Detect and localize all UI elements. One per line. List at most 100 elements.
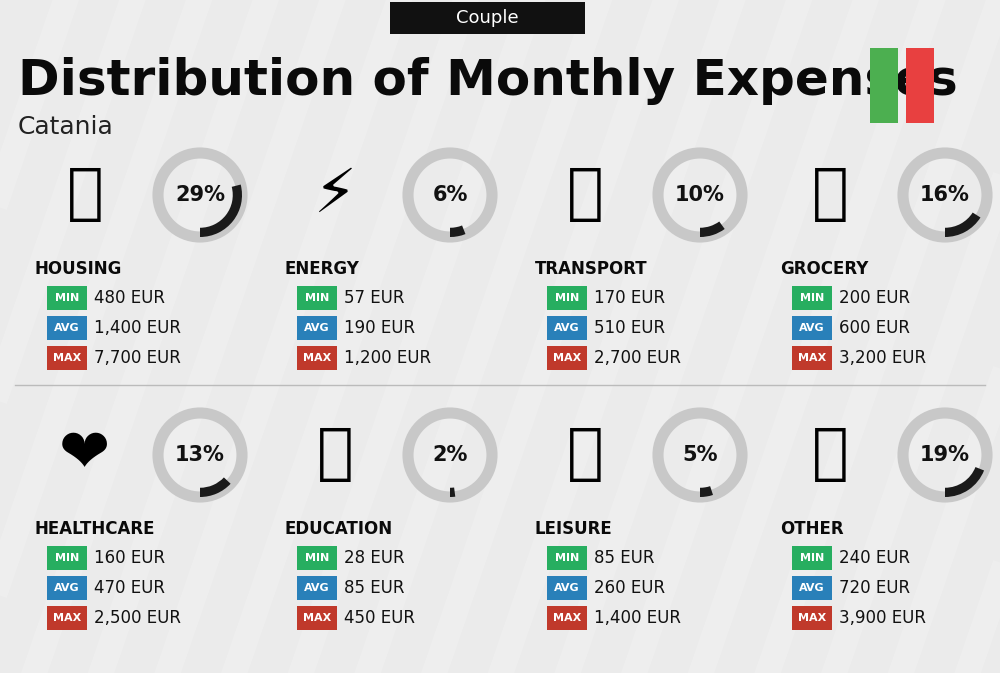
- Text: AVG: AVG: [304, 323, 330, 333]
- FancyBboxPatch shape: [792, 606, 832, 630]
- FancyBboxPatch shape: [297, 576, 337, 600]
- FancyBboxPatch shape: [390, 2, 585, 34]
- Text: 🛒: 🛒: [812, 166, 848, 225]
- Text: AVG: AVG: [54, 583, 80, 593]
- Text: 5%: 5%: [682, 445, 718, 465]
- Text: 29%: 29%: [175, 185, 225, 205]
- Text: MAX: MAX: [798, 353, 826, 363]
- Text: 2,500 EUR: 2,500 EUR: [94, 609, 181, 627]
- Wedge shape: [945, 467, 984, 497]
- FancyBboxPatch shape: [547, 606, 587, 630]
- Text: 470 EUR: 470 EUR: [94, 579, 165, 597]
- Wedge shape: [700, 221, 725, 237]
- Text: 200 EUR: 200 EUR: [839, 289, 910, 307]
- FancyBboxPatch shape: [547, 576, 587, 600]
- FancyBboxPatch shape: [792, 346, 832, 370]
- Text: MIN: MIN: [800, 553, 824, 563]
- Wedge shape: [200, 184, 242, 237]
- Wedge shape: [700, 486, 713, 497]
- Text: 🎓: 🎓: [317, 425, 353, 485]
- Text: 3,200 EUR: 3,200 EUR: [839, 349, 926, 367]
- Text: MIN: MIN: [555, 553, 579, 563]
- Text: MAX: MAX: [303, 613, 331, 623]
- Text: HEALTHCARE: HEALTHCARE: [35, 520, 156, 538]
- Text: 2%: 2%: [432, 445, 468, 465]
- Text: 28 EUR: 28 EUR: [344, 549, 405, 567]
- Text: 💰: 💰: [812, 425, 848, 485]
- Wedge shape: [945, 213, 980, 237]
- FancyBboxPatch shape: [47, 316, 87, 340]
- FancyBboxPatch shape: [47, 576, 87, 600]
- FancyBboxPatch shape: [297, 346, 337, 370]
- Text: 10%: 10%: [675, 185, 725, 205]
- Text: AVG: AVG: [799, 323, 825, 333]
- Wedge shape: [450, 225, 465, 237]
- FancyBboxPatch shape: [792, 546, 832, 570]
- FancyBboxPatch shape: [792, 316, 832, 340]
- Text: EDUCATION: EDUCATION: [285, 520, 393, 538]
- Text: Distribution of Monthly Expenses: Distribution of Monthly Expenses: [18, 57, 958, 105]
- Text: 260 EUR: 260 EUR: [594, 579, 665, 597]
- FancyBboxPatch shape: [792, 286, 832, 310]
- Text: MAX: MAX: [53, 353, 81, 363]
- Text: 720 EUR: 720 EUR: [839, 579, 910, 597]
- FancyBboxPatch shape: [47, 346, 87, 370]
- FancyBboxPatch shape: [906, 48, 934, 123]
- Text: 6%: 6%: [432, 185, 468, 205]
- FancyBboxPatch shape: [297, 316, 337, 340]
- Text: ⚡: ⚡: [314, 166, 356, 225]
- Wedge shape: [200, 477, 231, 497]
- Text: 1,200 EUR: 1,200 EUR: [344, 349, 431, 367]
- Text: MIN: MIN: [800, 293, 824, 303]
- Text: 85 EUR: 85 EUR: [594, 549, 654, 567]
- Text: MAX: MAX: [53, 613, 81, 623]
- FancyBboxPatch shape: [547, 346, 587, 370]
- Text: 480 EUR: 480 EUR: [94, 289, 165, 307]
- FancyBboxPatch shape: [792, 576, 832, 600]
- Text: Catania: Catania: [18, 115, 114, 139]
- Text: AVG: AVG: [554, 323, 580, 333]
- FancyBboxPatch shape: [47, 546, 87, 570]
- Text: 160 EUR: 160 EUR: [94, 549, 165, 567]
- FancyBboxPatch shape: [47, 286, 87, 310]
- FancyBboxPatch shape: [297, 606, 337, 630]
- Text: TRANSPORT: TRANSPORT: [535, 260, 648, 278]
- Wedge shape: [450, 487, 455, 497]
- Text: 🛍️: 🛍️: [567, 425, 603, 485]
- FancyBboxPatch shape: [547, 316, 587, 340]
- FancyBboxPatch shape: [547, 286, 587, 310]
- Text: MAX: MAX: [303, 353, 331, 363]
- Text: 3,900 EUR: 3,900 EUR: [839, 609, 926, 627]
- Text: 7,700 EUR: 7,700 EUR: [94, 349, 181, 367]
- Text: MIN: MIN: [305, 293, 329, 303]
- Text: 57 EUR: 57 EUR: [344, 289, 404, 307]
- Text: 16%: 16%: [920, 185, 970, 205]
- Text: AVG: AVG: [54, 323, 80, 333]
- Text: ENERGY: ENERGY: [285, 260, 360, 278]
- Text: 600 EUR: 600 EUR: [839, 319, 910, 337]
- Text: ❤️: ❤️: [59, 425, 111, 485]
- Text: 190 EUR: 190 EUR: [344, 319, 415, 337]
- Text: 1,400 EUR: 1,400 EUR: [94, 319, 181, 337]
- Text: MIN: MIN: [55, 293, 79, 303]
- Text: 170 EUR: 170 EUR: [594, 289, 665, 307]
- Text: HOUSING: HOUSING: [35, 260, 122, 278]
- Text: GROCERY: GROCERY: [780, 260, 868, 278]
- Text: 19%: 19%: [920, 445, 970, 465]
- Text: 1,400 EUR: 1,400 EUR: [594, 609, 681, 627]
- Text: MIN: MIN: [555, 293, 579, 303]
- Text: AVG: AVG: [554, 583, 580, 593]
- Text: 510 EUR: 510 EUR: [594, 319, 665, 337]
- FancyBboxPatch shape: [547, 546, 587, 570]
- Text: 2,700 EUR: 2,700 EUR: [594, 349, 681, 367]
- Text: MIN: MIN: [55, 553, 79, 563]
- Text: 450 EUR: 450 EUR: [344, 609, 415, 627]
- Text: MAX: MAX: [553, 613, 581, 623]
- Text: 13%: 13%: [175, 445, 225, 465]
- Text: Couple: Couple: [456, 9, 519, 27]
- Text: AVG: AVG: [304, 583, 330, 593]
- Text: LEISURE: LEISURE: [535, 520, 613, 538]
- FancyBboxPatch shape: [870, 48, 898, 123]
- Text: MIN: MIN: [305, 553, 329, 563]
- Text: 🚌: 🚌: [567, 166, 603, 225]
